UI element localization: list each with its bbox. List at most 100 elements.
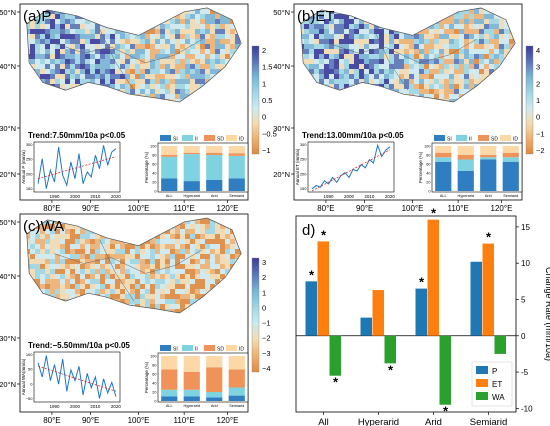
- x-tick-label: Hyperarid: [358, 417, 399, 426]
- inset-bar-segment: [480, 157, 497, 160]
- colorbar: [525, 45, 534, 155]
- lon-tick-label: 80°E: [43, 416, 60, 425]
- inset-bar-xtick: ALL: [166, 404, 173, 408]
- inset-bar-segment: [502, 161, 519, 191]
- map-border-line: [328, 39, 477, 64]
- colorbar-tick-label: 3: [262, 258, 266, 267]
- inset-bar-ytick: 40: [152, 172, 156, 176]
- inset-line-ytick: 250: [26, 157, 33, 162]
- inset-bar-xtick: ALL: [166, 194, 173, 198]
- inset-bar-xtick: Semiarid: [229, 404, 244, 408]
- inset-legend-swatch: [434, 135, 445, 141]
- inset-line-xtick: 2000: [344, 194, 355, 199]
- inset-bar-segment: [435, 157, 452, 162]
- map-border-line: [99, 239, 135, 302]
- bar-WA: [329, 335, 341, 376]
- significance-marker: *: [309, 267, 315, 282]
- lat-tick-label: 40°N: [0, 62, 16, 71]
- inset-line-ytick: 100: [26, 352, 33, 357]
- y-tick-label: -5: [521, 368, 529, 377]
- colorbar-tick-label: −1: [536, 129, 545, 138]
- x-tick-label: Semiarid: [470, 417, 508, 426]
- y-tick-label: -10: [521, 404, 533, 413]
- inset-bar-segment: [183, 396, 200, 401]
- map-outline: [26, 7, 242, 103]
- inset-line-ytick: 200: [26, 171, 33, 176]
- colorbar-tick-label: 1: [262, 288, 266, 297]
- inset-bar-segment: [206, 397, 223, 401]
- y-tick-label: 0: [521, 332, 526, 341]
- lon-tick-label: 120°E: [491, 204, 513, 213]
- inset-line-ytick: 250: [300, 157, 307, 162]
- map-panel-2: (c)WA 50°N 40°N 30°N 20°N 80°E 90°E 100°E 110°E 1…: [0, 213, 271, 425]
- inset-bar-ytick: 40: [152, 382, 156, 386]
- inset-bar-xtick: Arid: [485, 194, 492, 198]
- inset-trend-line: [37, 156, 117, 180]
- inset-line-frame: [307, 141, 395, 193]
- inset-bar-ylabel: Percentage (%): [144, 151, 149, 183]
- map-panel-0: (a)P50°N40°N30°N20°N80°E 90°E 100°E 110°E 12…: [0, 3, 277, 213]
- lat-tick-label: 30°N: [273, 124, 290, 133]
- inset-line-xtick: 2000: [70, 404, 81, 409]
- inset-bar-ytick: 100: [424, 145, 430, 149]
- inset-legend-label: II: [195, 347, 198, 353]
- bar-WA: [439, 335, 451, 405]
- trend-label: Trend:7.50mm/10a p<0.05: [28, 131, 126, 140]
- lon-tick-label: 80°E: [43, 204, 60, 213]
- colorbar-tick-label: −0.5: [262, 129, 277, 138]
- inset-bar-segment: [206, 392, 223, 398]
- colorbar-tick-label: 0.5: [262, 96, 272, 105]
- lon-tick-label: 120°E: [217, 204, 239, 213]
- inset-bar-segment: [228, 395, 245, 401]
- inset-bar-segment: [435, 152, 452, 158]
- inset-bar-segment: [502, 152, 519, 158]
- inset-line-ytick: 150: [26, 186, 33, 191]
- x-tick-label: Arid: [425, 417, 442, 426]
- inset-line-ytick: 200: [300, 171, 307, 176]
- colorbar-tick-label: 1: [536, 96, 540, 105]
- inset-bar-ytick: 100: [150, 355, 156, 359]
- inset-bar-segment: [457, 155, 474, 160]
- inset-legend-label: SD: [217, 347, 224, 353]
- panel-label: (c)WA: [23, 218, 64, 235]
- map-outline: [26, 217, 242, 314]
- inset-legend-swatch: [204, 345, 215, 351]
- lat-tick-label: 30°N: [0, 124, 16, 133]
- legend-label: ET: [492, 380, 502, 389]
- map-border-line: [99, 29, 135, 91]
- inset-bar-xtick: Arid: [211, 194, 218, 198]
- legend-label: WA: [492, 393, 505, 402]
- colorbar-tick-label: 0: [536, 113, 540, 122]
- lon-tick-label: 90°E: [82, 204, 99, 213]
- colorbar-tick-label: −3: [262, 349, 271, 358]
- inset-line-ytick: 300: [26, 142, 33, 147]
- lon-tick-label: 120°E: [217, 416, 239, 425]
- bar-ET: [317, 241, 329, 336]
- inset-bar-ytick: 20: [426, 181, 430, 185]
- inset-legend-label: SD: [491, 137, 498, 143]
- inset-bar-ytick: 60: [152, 163, 156, 167]
- inset-bar-ytick: 0: [154, 400, 156, 404]
- inset-line-xtick: 2010: [90, 194, 101, 199]
- inset-bar-segment: [502, 157, 519, 162]
- inset-legend-swatch: [160, 345, 171, 351]
- inset-bar-xtick: Hyperarid: [458, 194, 474, 198]
- inset-line-xtick: 1990: [49, 194, 60, 199]
- lat-tick-label: 30°N: [0, 334, 16, 343]
- inset-bar-xtick: ALL: [440, 194, 447, 198]
- lat-tick-label: 50°N: [0, 218, 16, 227]
- inset-bar-xtick: Semiarid: [229, 194, 244, 198]
- inset-bar-ytick: 80: [426, 154, 430, 158]
- inset-bar-segment: [183, 154, 200, 182]
- map-panel-1: (b)ET 50°N 40°N 30°N 20°N 80°E 90°E 100°E 110°E 1…: [273, 3, 545, 213]
- colorbar-tick-label: 3: [536, 63, 540, 72]
- inset-bar-segment: [183, 152, 200, 155]
- inset-line-xtick: 2000: [70, 194, 81, 199]
- bar-P: [470, 261, 482, 336]
- inset-bar-ytick: 40: [426, 172, 430, 176]
- significance-marker: *: [443, 404, 449, 419]
- inset-bar-segment: [228, 155, 245, 179]
- inset-bar-segment: [228, 153, 245, 156]
- inset-bar-xtick: Hyperarid: [184, 404, 200, 408]
- map-outline: [300, 7, 516, 103]
